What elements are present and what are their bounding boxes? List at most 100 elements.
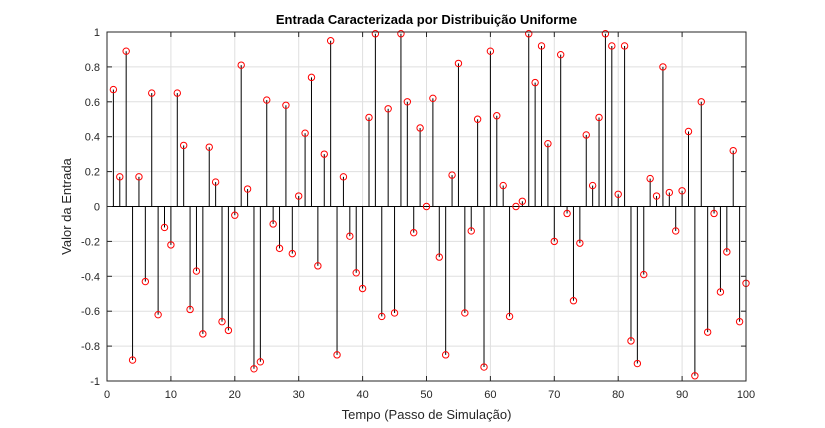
stem-marker — [269, 220, 277, 228]
stem-marker — [371, 30, 380, 38]
stem-marker — [505, 312, 514, 321]
stem-marker — [116, 173, 124, 181]
stem-marker — [135, 173, 143, 181]
stem-marker — [365, 113, 373, 122]
stem-marker — [627, 337, 635, 345]
stem-marker — [397, 30, 405, 38]
stem-marker — [358, 284, 367, 293]
stem-marker — [416, 124, 424, 132]
stem-marker — [384, 105, 392, 113]
x-tick-label: 40 — [356, 389, 368, 401]
stem-marker — [441, 351, 450, 359]
stem-marker — [473, 115, 482, 123]
stem-marker — [320, 150, 328, 158]
stem-marker — [211, 178, 220, 186]
stem-marker — [218, 317, 226, 326]
stem-marker — [429, 94, 437, 103]
stem-marker — [531, 78, 539, 87]
stem-marker — [454, 59, 463, 68]
stem-marker — [179, 141, 188, 150]
stem-marker — [601, 30, 610, 38]
y-tick-label: 0.8 — [85, 62, 100, 74]
stem-marker — [633, 359, 642, 368]
x-tick-label: 0 — [104, 389, 110, 401]
stem-marker — [333, 351, 341, 359]
stem-marker — [525, 30, 533, 38]
stem-marker — [652, 192, 661, 200]
x-tick-label: 90 — [676, 389, 688, 401]
stem-marker — [480, 363, 488, 371]
stem-marker — [237, 61, 245, 69]
stem-marker — [582, 131, 590, 139]
stem-marker — [499, 181, 507, 190]
y-tick-label: 0.4 — [85, 132, 100, 144]
stem-marker — [301, 129, 309, 137]
stem-marker — [710, 209, 718, 218]
stem-marker — [410, 228, 418, 237]
ticks — [106, 31, 747, 382]
y-tick-label: -1 — [90, 376, 100, 388]
stem-marker — [486, 47, 495, 55]
stem-marker — [275, 244, 284, 253]
stem-marker — [160, 223, 169, 232]
stem-marker — [723, 248, 731, 256]
x-tick-label: 80 — [612, 389, 624, 401]
stem-marker — [576, 239, 584, 247]
y-tick-label: -0.4 — [81, 271, 100, 283]
stem-marker — [569, 297, 578, 305]
stem-marker — [186, 305, 194, 314]
chart-title: Entrada Caracterizada por Distribuição U… — [276, 12, 577, 27]
stem-marker — [243, 185, 252, 193]
stem-marker — [192, 267, 201, 275]
y-tick-label: 1 — [94, 27, 100, 39]
y-tick-labels: -1 -0.8 -0.6 -0.4 -0.2 0 0.2 0.4 0.6 0.8 1 — [81, 27, 100, 388]
x-tick-labels: 0 10 20 30 40 50 60 70 80 90 100 — [104, 389, 755, 401]
stem-marker — [646, 174, 654, 183]
stem-marker — [461, 309, 469, 317]
stem-marker — [684, 127, 693, 136]
stem-marker — [288, 249, 297, 258]
stem-marker — [550, 237, 558, 246]
stem-marker — [295, 192, 303, 200]
x-tick-label: 100 — [737, 389, 755, 401]
stem-marker — [588, 181, 597, 190]
x-tick-label: 10 — [165, 389, 177, 401]
stem-marker — [467, 227, 475, 235]
stem-marker — [231, 211, 239, 219]
y-tick-label: 0.2 — [85, 167, 100, 179]
stem-marker — [224, 326, 233, 335]
stem-marker — [620, 42, 629, 50]
stem-marker — [390, 309, 399, 317]
stem-marker — [512, 202, 520, 211]
stem-marker — [250, 365, 258, 373]
stem-marker — [729, 146, 737, 155]
stem-marker — [403, 98, 412, 106]
stem-marker — [141, 277, 150, 286]
stem-marker — [544, 139, 552, 148]
stem-marker — [314, 262, 322, 270]
y-tick-label: -0.2 — [81, 236, 100, 248]
stem-marker — [697, 98, 705, 106]
stem-marker — [173, 89, 181, 97]
stem-marker — [518, 197, 527, 205]
stem-marker — [205, 143, 213, 151]
x-axis-label: Tempo (Passo de Simulação) — [342, 407, 512, 422]
stem-marker — [122, 47, 130, 55]
stem-marker — [339, 173, 348, 181]
stem-marker — [148, 89, 156, 97]
x-tick-label: 70 — [548, 389, 560, 401]
stem-marker — [716, 288, 725, 296]
y-axis-label: Valor da Entrada — [59, 157, 74, 254]
x-tick-label: 60 — [484, 389, 496, 401]
stem-marker — [537, 42, 546, 50]
x-tick-label: 30 — [293, 389, 305, 401]
stem-marker — [595, 113, 603, 122]
stem-marker — [435, 253, 443, 261]
stem-marker — [154, 310, 162, 319]
stem-marker — [563, 209, 571, 218]
x-tick-label: 50 — [420, 389, 432, 401]
stem-marker — [448, 171, 456, 179]
stem-marker — [703, 328, 712, 336]
stem-marker — [326, 37, 335, 45]
